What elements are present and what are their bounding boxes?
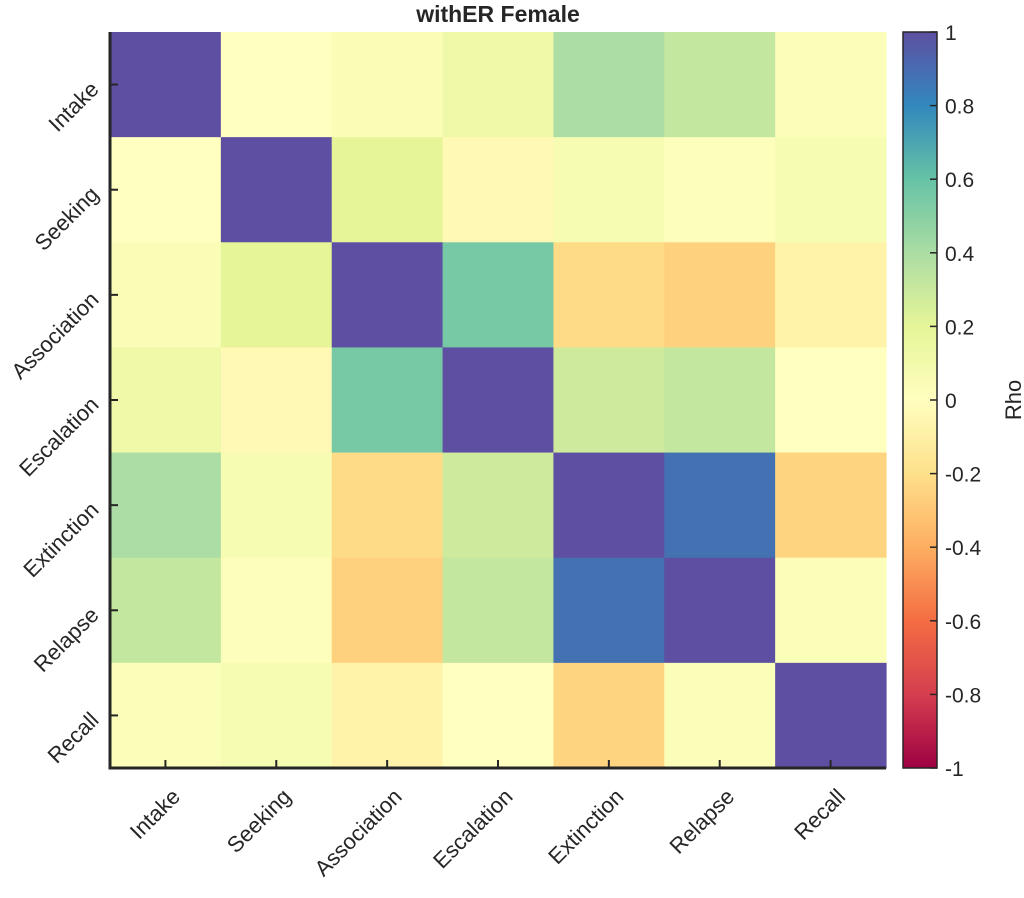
colorbar-tick-label: -1: [945, 758, 964, 781]
heatmap-cell: [331, 137, 444, 243]
heatmap-cell: [553, 557, 665, 664]
heatmap-cell: [220, 662, 333, 769]
heatmap-cell: [775, 137, 887, 243]
x-tick-label: Extinction: [543, 784, 628, 869]
heatmap-cell: [664, 347, 776, 454]
heatmap-cell: [442, 32, 555, 138]
heatmap-cell: [442, 557, 555, 664]
heatmap-cell: [553, 662, 665, 769]
y-tick-label: Seeking: [30, 182, 104, 256]
y-tick-label: Intake: [43, 76, 103, 136]
colorbar-tick-label: 1: [945, 22, 957, 45]
heatmap-cell: [220, 347, 333, 454]
heatmap-cell: [553, 137, 665, 243]
heatmap-cell: [442, 242, 555, 349]
heatmap-cell: [110, 557, 222, 664]
x-tick-label: Relapse: [664, 784, 739, 859]
x-tick-label: Recall: [789, 784, 850, 845]
heatmap-cell: [110, 32, 222, 138]
colorbar-tick-label: 0.4: [945, 243, 975, 266]
heatmap-cell: [553, 452, 665, 559]
colorbar-tick-label: 0.8: [945, 96, 974, 119]
heatmap-cell: [442, 347, 555, 454]
x-tick-label: Intake: [125, 784, 185, 844]
heatmap-cell: [775, 242, 887, 349]
colorbar-tick-label: 0: [945, 390, 957, 413]
heatmap-cell: [110, 242, 222, 349]
heatmap-cell: [220, 242, 333, 349]
colorbar-tick-label: -0.8: [945, 684, 981, 707]
x-axis-ticks: Intake Seeking Association Escalation Extinc…: [125, 760, 850, 881]
heatmap-cell: [553, 32, 665, 138]
heatmap-cell: [553, 242, 665, 349]
colorbar-tick-label: -0.6: [945, 611, 981, 634]
y-tick-label: Extinction: [18, 497, 103, 582]
heatmap-cell: [775, 452, 887, 559]
heatmap-cell: [442, 662, 555, 769]
heatmap-cell: [331, 32, 444, 138]
heatmap-cell: [664, 242, 776, 349]
heatmap-cell: [664, 32, 776, 138]
heatmap-cell: [664, 452, 776, 559]
heatmap-cell: [775, 32, 887, 138]
heatmap-cell: [331, 557, 444, 664]
x-tick-label: Association: [309, 784, 406, 881]
heatmap-cell: [553, 347, 665, 454]
x-tick-label: Seeking: [222, 784, 296, 858]
heatmap-cell: [110, 452, 222, 559]
chart-title: withER Female: [415, 1, 580, 27]
heatmap-cell: [220, 32, 333, 138]
y-tick-label: Association: [6, 287, 103, 384]
heatmap-cells: [110, 32, 887, 769]
y-tick-label: Relapse: [29, 602, 104, 677]
heatmap-cell: [442, 137, 555, 243]
heatmap-cell: [110, 137, 222, 243]
heatmap-cell: [331, 347, 444, 454]
heatmap-cell: [664, 137, 776, 243]
heatmap-cell: [220, 137, 333, 243]
colorbar: 1 0.8 0.6 0.4 0.2 0 -0.2 -0.4 -0.6 -0.8 -1: [902, 22, 982, 781]
y-tick-label: Escalation: [14, 392, 103, 481]
heatmap-cell: [110, 347, 222, 454]
heatmap-cell: [775, 662, 887, 769]
heatmap-cell: [331, 662, 444, 769]
heatmap-cell: [775, 557, 887, 664]
heatmap-cell: [331, 242, 444, 349]
heatmap-cell: [220, 452, 333, 559]
heatmap-cell: [220, 557, 333, 664]
heatmap-cell: [664, 662, 776, 769]
colorbar-tick-label: -0.2: [945, 464, 981, 487]
colorbar-tick-label: -0.4: [945, 537, 982, 560]
heatmap-cell: [664, 557, 776, 664]
heatmap-cell: [331, 452, 444, 559]
colorbar-tick-label: 0.6: [945, 169, 974, 192]
colorbar-label: Rho: [1001, 380, 1024, 420]
heatmap-cell: [442, 452, 555, 559]
heatmap-cell: [110, 662, 222, 769]
heatmap-cell: [775, 347, 887, 454]
colorbar-tick-label: 0.2: [945, 316, 974, 339]
y-tick-label: Recall: [43, 707, 104, 768]
x-tick-label: Escalation: [428, 784, 517, 873]
